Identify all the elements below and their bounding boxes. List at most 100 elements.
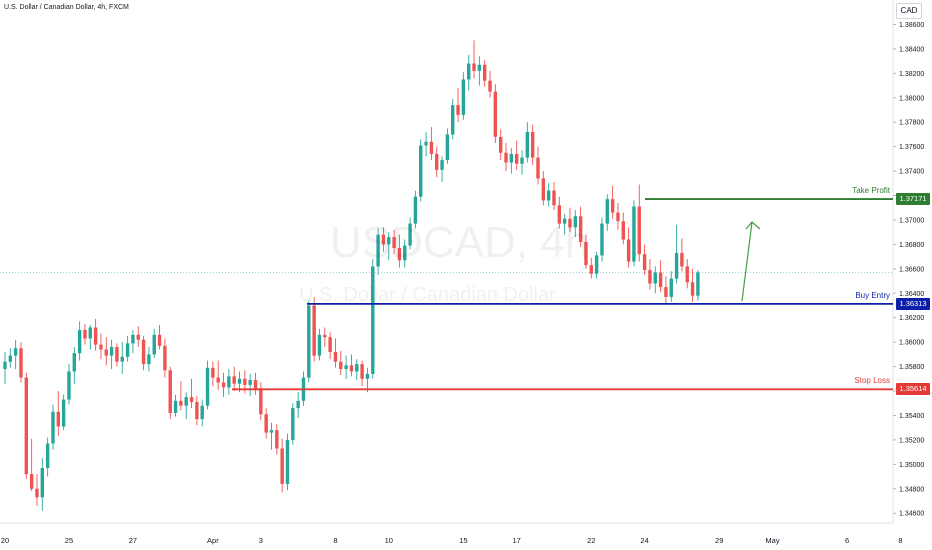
candle-body bbox=[456, 105, 460, 115]
candle-body bbox=[248, 380, 252, 385]
candle-body bbox=[536, 157, 540, 179]
candle-body bbox=[83, 329, 87, 339]
candle-body bbox=[514, 153, 519, 164]
candle-body bbox=[419, 145, 423, 197]
candle-body bbox=[392, 237, 396, 249]
price-axis-label: 1.36600 bbox=[899, 266, 924, 273]
currency-button[interactable]: CAD bbox=[896, 3, 922, 19]
candle-body bbox=[317, 334, 322, 356]
price-axis-label: 1.36400 bbox=[899, 291, 924, 298]
candle-body bbox=[157, 334, 162, 346]
price-axis-label: 1.35200 bbox=[899, 437, 924, 444]
candle-body bbox=[403, 245, 407, 261]
price-axis-label: 1.37800 bbox=[899, 120, 924, 127]
forecast-arrowhead-icon bbox=[745, 221, 761, 230]
price-axis-label: 1.36200 bbox=[899, 315, 924, 322]
candle-body bbox=[120, 356, 124, 362]
candle-body bbox=[109, 347, 114, 356]
stop-loss-price-tag: 1.35614 bbox=[896, 383, 930, 396]
price-axis-label: 1.38400 bbox=[899, 46, 924, 53]
candle-body bbox=[626, 239, 631, 262]
candle-body bbox=[115, 347, 119, 362]
candle-body bbox=[387, 237, 391, 245]
candle-body bbox=[360, 364, 364, 379]
candle-body bbox=[269, 430, 274, 433]
candle-body bbox=[610, 199, 615, 213]
candle-body bbox=[323, 334, 327, 338]
candle-body bbox=[253, 380, 258, 389]
candle-body bbox=[477, 64, 482, 71]
candle-body bbox=[525, 131, 530, 158]
time-axis-label: Apr bbox=[207, 536, 219, 545]
stop-loss-label: Stop Loss bbox=[854, 376, 890, 386]
candle-body bbox=[552, 190, 556, 206]
time-axis-label: 3 bbox=[259, 536, 263, 545]
price-axis-label: 1.36000 bbox=[899, 340, 924, 347]
candle-body bbox=[488, 80, 492, 92]
time-axis-label: 25 bbox=[65, 536, 73, 545]
price-axis-label: 1.38200 bbox=[899, 71, 924, 78]
candle-body bbox=[467, 63, 471, 80]
candle-body bbox=[621, 221, 625, 240]
candle-body bbox=[696, 272, 700, 296]
candle-body bbox=[413, 196, 418, 224]
price-axis-label: 1.36800 bbox=[899, 242, 924, 249]
candle-body bbox=[216, 377, 220, 383]
candle-body bbox=[674, 252, 679, 279]
candle-body bbox=[275, 430, 279, 449]
candle-body bbox=[349, 365, 354, 372]
candle-body bbox=[152, 334, 156, 355]
candle-body bbox=[35, 488, 39, 498]
chart-title: U.S. Dollar / Canadian Dollar, 4h, FXCM bbox=[4, 4, 129, 11]
candle-body bbox=[573, 216, 578, 228]
time-axis-label: 6 bbox=[845, 536, 849, 545]
candle-body bbox=[51, 411, 55, 444]
candle-body bbox=[141, 339, 146, 365]
candle-body bbox=[195, 402, 199, 420]
candle-body bbox=[8, 355, 13, 362]
take-profit-price-tag: 1.37171 bbox=[896, 193, 930, 206]
candle-body bbox=[243, 378, 247, 385]
candle-body bbox=[328, 337, 332, 352]
candle-body bbox=[285, 439, 290, 484]
candle-body bbox=[163, 345, 167, 371]
candle-body bbox=[232, 376, 236, 384]
candle-body bbox=[600, 223, 604, 256]
candle-body bbox=[147, 354, 151, 365]
candle-body bbox=[653, 272, 657, 284]
candle-body bbox=[125, 343, 130, 357]
candle-body bbox=[355, 364, 359, 372]
candle-body bbox=[669, 278, 673, 297]
candle-body bbox=[461, 79, 466, 115]
time-axis-label: 27 bbox=[129, 536, 137, 545]
candle-body bbox=[99, 344, 103, 350]
candle-body bbox=[408, 223, 412, 246]
candle-body bbox=[296, 400, 300, 409]
candle-body bbox=[131, 334, 135, 344]
price-axis-label: 1.35000 bbox=[899, 462, 924, 469]
candle-body bbox=[339, 361, 343, 370]
candle-body bbox=[227, 376, 231, 388]
price-axis-label: 1.38000 bbox=[899, 95, 924, 102]
candle-body bbox=[605, 199, 609, 224]
price-axis-label: 1.34600 bbox=[899, 511, 924, 518]
candle-body bbox=[312, 305, 316, 356]
candle-body bbox=[397, 248, 402, 261]
candle-body bbox=[642, 254, 647, 271]
candle-body bbox=[440, 160, 444, 170]
candle-body bbox=[493, 91, 498, 137]
candle-body bbox=[648, 270, 652, 284]
candle-body bbox=[483, 64, 487, 81]
candle-body bbox=[568, 218, 572, 228]
candle-body bbox=[237, 378, 242, 384]
candle-body bbox=[24, 377, 29, 475]
price-axis-label: 1.38600 bbox=[899, 22, 924, 29]
time-axis-label: 20 bbox=[1, 536, 9, 545]
candle-body bbox=[205, 367, 210, 406]
candle-body bbox=[637, 206, 641, 255]
candle-body bbox=[685, 266, 689, 283]
candle-body bbox=[680, 252, 684, 267]
candle-body bbox=[93, 327, 98, 345]
